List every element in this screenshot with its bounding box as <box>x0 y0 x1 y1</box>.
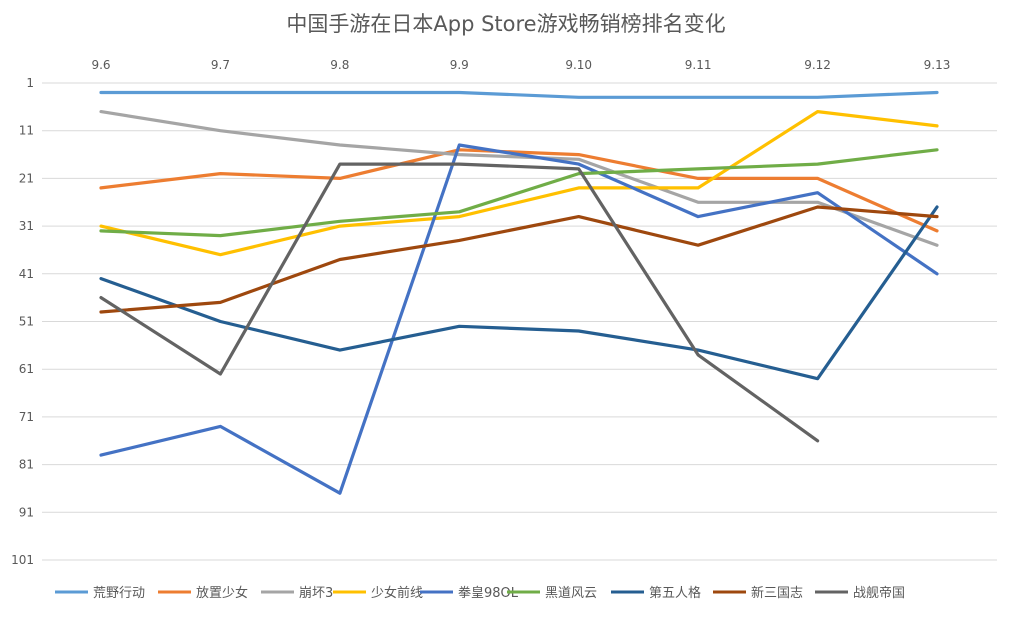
y-tick-label: 11 <box>19 124 34 138</box>
chart-title: 中国手游在日本App Store游戏畅销榜排名变化 <box>286 12 725 36</box>
y-tick-label: 21 <box>19 171 34 185</box>
x-tick-label: 9.9 <box>450 58 469 72</box>
series-line-5 <box>99 148 939 238</box>
x-tick-label: 9.8 <box>330 58 349 72</box>
x-tick-label: 9.7 <box>211 58 230 72</box>
x-tick-label: 9.12 <box>804 58 831 72</box>
legend-label: 第五人格 <box>649 585 701 601</box>
series-line-4 <box>99 143 939 495</box>
x-tick-label: 9.10 <box>565 58 592 72</box>
x-tick-label: 9.11 <box>685 58 712 72</box>
y-tick-label: 71 <box>19 410 34 424</box>
series-lines <box>99 90 939 495</box>
series-line-8 <box>99 162 820 443</box>
x-tick-label: 9.13 <box>924 58 951 72</box>
y-tick-label: 101 <box>11 553 34 567</box>
series-line-0 <box>99 90 939 99</box>
y-tick-label: 41 <box>19 267 34 281</box>
legend-label: 少女前线 <box>371 585 423 601</box>
y-tick-label: 81 <box>19 458 34 472</box>
series-line-7 <box>99 205 939 314</box>
legend-label: 崩坏3 <box>299 586 333 601</box>
gridlines <box>42 82 997 561</box>
legend-label: 荒野行动 <box>93 586 145 601</box>
y-tick-label: 31 <box>19 219 34 233</box>
legend-label: 战舰帝国 <box>853 585 905 601</box>
series-line-2 <box>99 110 939 247</box>
y-tick-label: 51 <box>19 315 34 329</box>
legend-label: 放置少女 <box>196 585 248 601</box>
legend: 荒野行动 放置少女 崩坏3 少女前线 拳皇98OL 黑道风云 第五人格 新三国志 战舰帝国 <box>55 585 905 601</box>
y-tick-label: 91 <box>19 505 34 519</box>
x-tick-label: 9.6 <box>91 58 110 72</box>
series-line-6 <box>99 205 939 381</box>
x-axis-tick-labels: 9.6 9.7 9.8 9.9 9.10 9.11 9.12 9.13 <box>91 58 950 72</box>
series-line-3 <box>99 110 939 257</box>
y-tick-label: 1 <box>26 76 34 90</box>
legend-label: 拳皇98OL <box>458 585 519 601</box>
legend-label: 新三国志 <box>751 585 803 601</box>
series-line-1 <box>99 148 939 233</box>
y-tick-label: 61 <box>19 362 34 376</box>
legend-label: 黑道风云 <box>545 586 597 601</box>
